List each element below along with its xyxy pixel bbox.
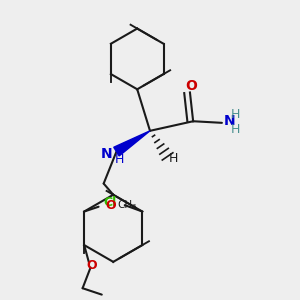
Polygon shape bbox=[114, 131, 150, 156]
Text: O: O bbox=[105, 199, 116, 212]
Text: O: O bbox=[87, 260, 98, 272]
Text: H: H bbox=[169, 152, 178, 165]
Text: Cl: Cl bbox=[103, 196, 117, 209]
Text: O: O bbox=[186, 79, 197, 93]
Text: CH₃: CH₃ bbox=[117, 200, 136, 210]
Text: H: H bbox=[115, 153, 124, 166]
Text: N: N bbox=[224, 114, 235, 128]
Text: H: H bbox=[231, 108, 240, 121]
Text: H: H bbox=[231, 123, 240, 136]
Text: N: N bbox=[101, 147, 113, 161]
